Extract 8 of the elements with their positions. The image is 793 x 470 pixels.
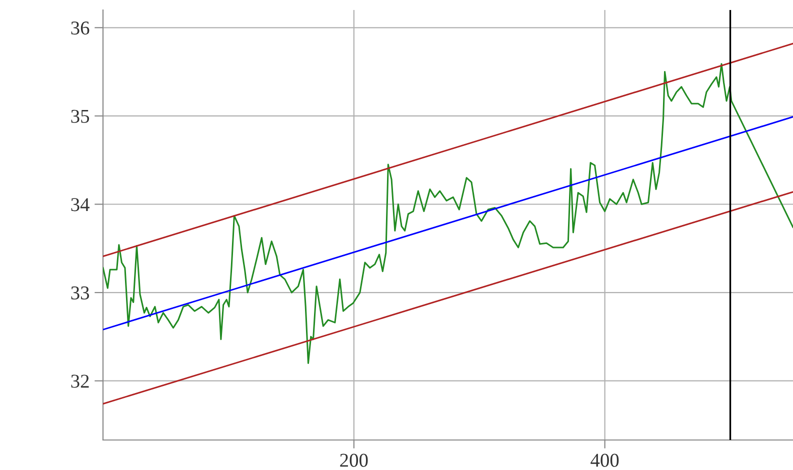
y-tick-label: 36 — [71, 22, 90, 35]
x-tick-label: 400 — [590, 454, 619, 467]
y-tick-label: 33 — [71, 286, 90, 300]
x-tick-label: 200 — [340, 454, 368, 467]
y-tick-label: 32 — [71, 374, 89, 388]
line-series — [103, 63, 793, 364]
y-tick-label: 34 — [71, 198, 90, 212]
y-tick-label: 35 — [71, 110, 90, 123]
